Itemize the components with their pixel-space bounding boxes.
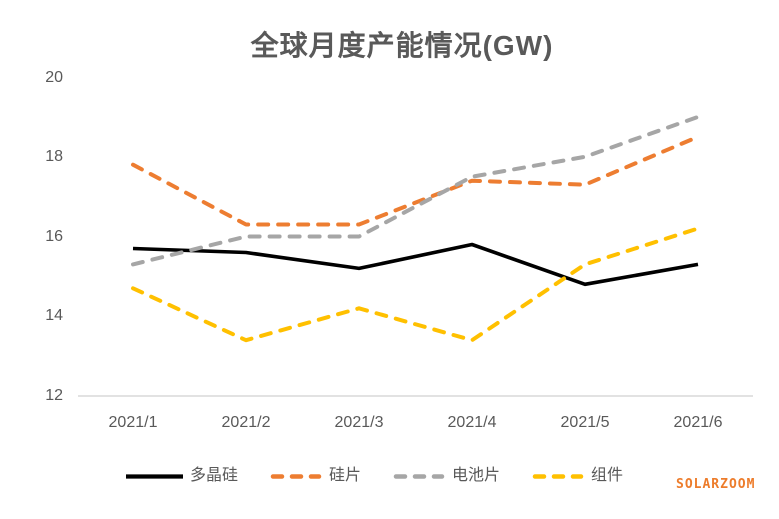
x-axis-tick-label: 2021/3 <box>334 414 384 431</box>
series-line-module <box>131 226 700 343</box>
legend-label: 组件 <box>591 467 624 484</box>
legend-label: 多晶硅 <box>189 467 238 484</box>
x-axis-tick-label: 2021/2 <box>221 414 271 431</box>
solarzoom-watermark: SOLARZOOM <box>676 477 756 492</box>
series-line-polysilicon <box>132 242 699 287</box>
legend-swatch-solid-line-icon <box>125 473 183 479</box>
series-line-wafer <box>131 134 700 227</box>
y-axis-tick-label: 20 <box>45 69 63 86</box>
legend-swatch-dashed-line-icon <box>532 473 584 479</box>
legend-swatch-dashed-line-icon <box>270 473 322 479</box>
x-axis-tick-label: 2021/6 <box>673 414 723 431</box>
y-axis-tick-label: 18 <box>45 148 63 165</box>
series-line-cell <box>131 114 700 267</box>
chart-title: 全球月度产能情况(GW) <box>250 30 554 61</box>
legend-item-polysilicon: 多晶硅 <box>125 466 238 486</box>
legend-item-module: 组件 <box>532 466 623 486</box>
y-axis-tick-label: 16 <box>45 228 63 245</box>
legend-label: 硅片 <box>328 467 361 484</box>
legend-item-cell: 电池片 <box>393 466 500 486</box>
y-axis-tick-label: 14 <box>45 307 63 324</box>
legend-item-wafer: 硅片 <box>270 466 361 486</box>
chart-legend: 多晶硅 硅片 电池片 组件 <box>0 466 749 486</box>
x-axis-tick-label: 2021/1 <box>108 414 158 431</box>
x-axis-tick-label: 2021/4 <box>447 414 497 431</box>
legend-label: 电池片 <box>452 467 501 484</box>
y-axis-tick-label: 12 <box>45 387 63 404</box>
x-axis-tick-label: 2021/5 <box>560 414 610 431</box>
legend-swatch-dashed-line-icon <box>393 473 445 479</box>
